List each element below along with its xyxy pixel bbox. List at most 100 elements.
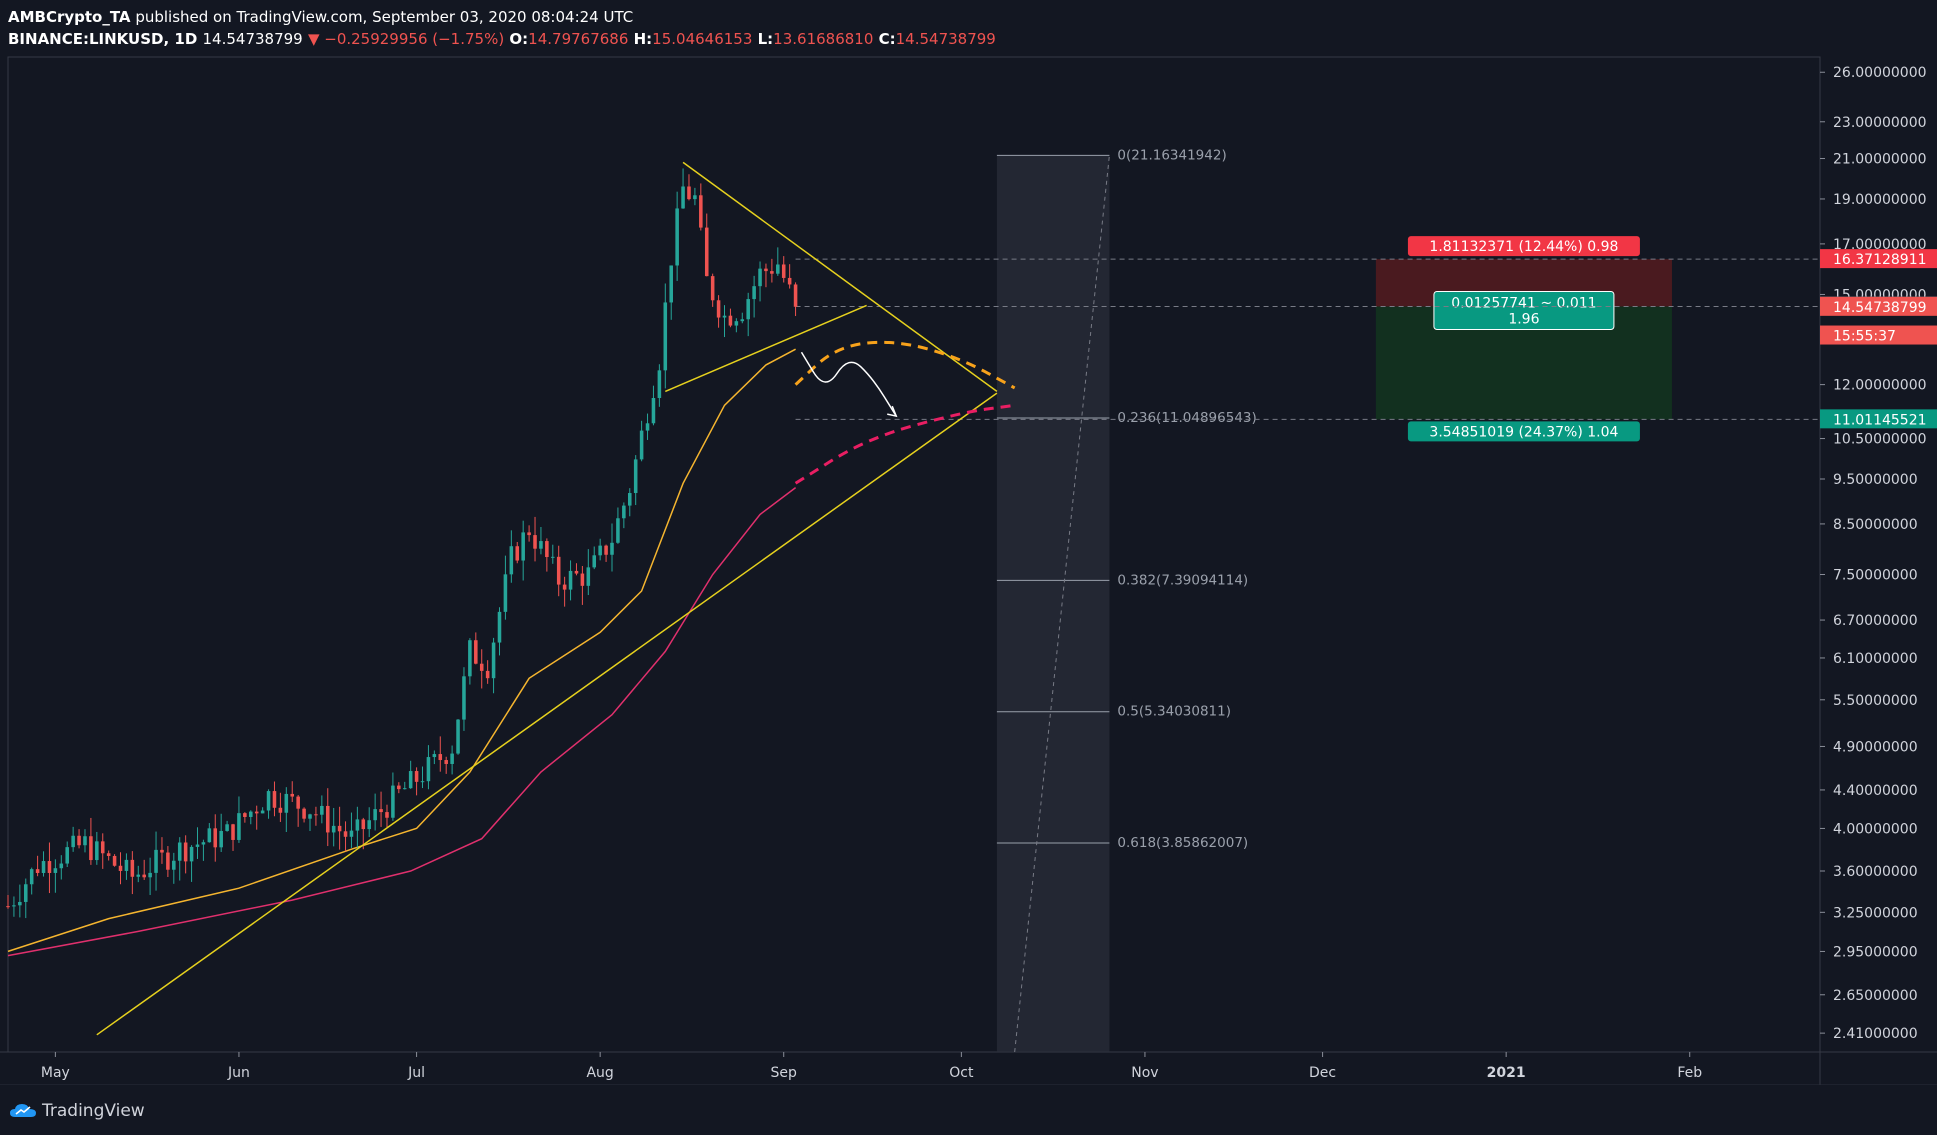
fib-zone	[996, 155, 1110, 1052]
candle-body	[118, 865, 123, 871]
candle-body	[385, 812, 389, 818]
candle-body	[160, 849, 164, 853]
candle-body	[574, 570, 579, 574]
y-tick-label: 8.50000000	[1833, 517, 1918, 533]
candle-body	[432, 754, 437, 758]
x-tick-label: Jun	[227, 1065, 250, 1081]
candle-body	[734, 321, 739, 326]
last-price: 14.54738799	[202, 30, 303, 48]
price-tag: 14.54738799	[1820, 296, 1937, 316]
candle-body	[314, 814, 318, 816]
candle-body	[166, 852, 170, 870]
candle-body	[687, 186, 691, 200]
candle-body	[491, 642, 496, 679]
candle-body	[633, 459, 638, 494]
candle-body	[207, 828, 212, 843]
candle-body	[391, 785, 395, 818]
x-tick-label: Feb	[1677, 1065, 1702, 1081]
y-tick-label: 19.00000000	[1833, 192, 1927, 208]
candle-body	[71, 835, 75, 848]
candle-body	[740, 319, 745, 322]
candle-body	[6, 906, 10, 908]
candle-body	[266, 791, 271, 811]
target-label-box	[1407, 421, 1640, 442]
tradingview-logo[interactable]: TradingView	[10, 1101, 145, 1121]
price-tag-text: 11.01145521	[1833, 412, 1927, 428]
candle-body	[77, 835, 81, 846]
pink-projection-curve	[794, 403, 1015, 485]
ratio-box	[1433, 290, 1615, 330]
candle-body	[539, 541, 543, 549]
time-axis[interactable]: May Jun Jul Aug Sep Oct Nov Dec 2021 Feb	[41, 1052, 1702, 1081]
y-tick-label: 21.00000000	[1833, 152, 1927, 168]
candle-body	[551, 556, 555, 558]
candle-body	[65, 847, 69, 864]
candle-body	[290, 793, 295, 797]
candle-body	[456, 719, 460, 754]
orange-projection-curve	[794, 340, 1016, 390]
x-tick-label: Jul	[407, 1065, 425, 1081]
y-tick-label: 4.40000000	[1833, 783, 1918, 799]
candles[interactable]	[6, 168, 798, 919]
arrow-head-icon	[887, 405, 898, 418]
candle-body	[325, 805, 330, 833]
price-chart[interactable]: 0(21.16341942) 0.236(11.04896543) 0.382(7.…	[0, 0, 1937, 1085]
candle-body	[515, 546, 520, 561]
y-tick-label: 23.00000000	[1833, 115, 1927, 131]
candle-body	[284, 793, 289, 813]
candle-body	[645, 423, 650, 431]
trendlines[interactable]	[96, 161, 998, 1036]
candle-body	[189, 846, 194, 862]
price-tags: 16.3712891114.5599654014.5473879915:55:3…	[1820, 249, 1937, 429]
candle-body	[586, 567, 591, 586]
candle-body	[781, 264, 786, 278]
candle-body	[355, 819, 360, 831]
projection-drawings[interactable]	[794, 340, 1016, 485]
low-value: 13.61686810	[773, 30, 874, 48]
candle-body	[130, 859, 135, 877]
publisher-name[interactable]: AMBCrypto_TA	[8, 8, 131, 26]
y-tick-label: 5.50000000	[1833, 693, 1918, 709]
candle-body	[556, 556, 561, 585]
fib-level-label: 0.236(11.04896543)	[1117, 410, 1256, 426]
candle-body	[503, 574, 508, 612]
candle-body	[142, 874, 146, 878]
y-tick-label: 3.60000000	[1833, 864, 1918, 880]
price-axis[interactable]: 26.00000000 23.00000000 21.00000000 19.0000…	[1820, 65, 1927, 1042]
candle-body	[278, 807, 283, 813]
candle-body	[47, 861, 52, 873]
y-tick-label: 2.65000000	[1833, 988, 1918, 1004]
price-tag-box	[1820, 409, 1937, 429]
candle-body	[444, 760, 448, 764]
candle-body	[100, 841, 105, 854]
candle-body	[675, 208, 679, 266]
tradingview-brand: TradingView	[42, 1101, 145, 1121]
candle-body	[237, 813, 241, 840]
white-projection-arrow	[800, 351, 897, 417]
candle-body	[231, 824, 235, 840]
candle-body	[592, 555, 597, 568]
candle-body	[397, 785, 401, 790]
candle-body	[693, 195, 697, 200]
candle-body	[627, 493, 632, 506]
y-tick-label: 9.50000000	[1833, 472, 1918, 488]
candle-body	[479, 663, 484, 671]
candle-body	[320, 805, 324, 815]
x-tick-label: Aug	[586, 1065, 613, 1081]
candle-body	[758, 268, 762, 287]
high-label: H:	[633, 30, 653, 48]
y-tick-label: 2.41000000	[1833, 1026, 1918, 1042]
candle-body	[722, 315, 727, 318]
candle-body	[195, 844, 200, 847]
candle-body	[704, 227, 709, 277]
fibonacci-retracement[interactable]: 0(21.16341942) 0.236(11.04896543) 0.382(7.…	[996, 147, 1257, 1053]
candle-body	[89, 836, 93, 861]
x-tick-label: May	[41, 1065, 70, 1081]
y-tick-label: 4.00000000	[1833, 821, 1918, 837]
candle-body	[254, 811, 259, 814]
candle-body	[53, 868, 58, 873]
symbol-label[interactable]: BINANCE:LINKUSD, 1D	[8, 30, 198, 48]
price-tag-text: 14.54738799	[1833, 300, 1927, 316]
short-position-tool[interactable]: 1.81132371 (12.44%) 0.98 3.54851019 (24.3…	[1375, 236, 1672, 442]
candle-body	[710, 276, 715, 301]
